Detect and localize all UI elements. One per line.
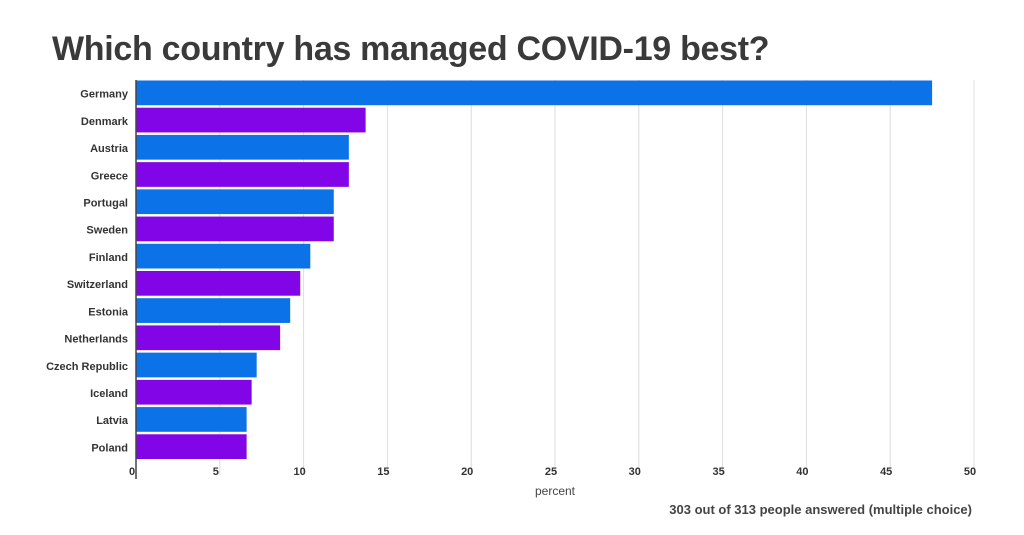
bar-finland — [136, 243, 311, 269]
bar-poland — [136, 434, 247, 459]
x-tick-label: 0 — [129, 466, 135, 478]
category-labels: Germany Denmark Austria Greece Portugal Swede… — [46, 89, 129, 455]
x-tick-label: 20 — [461, 466, 473, 478]
x-axis-title: percent — [535, 484, 576, 498]
gridlines — [219, 80, 975, 475]
bar-portugal — [136, 189, 334, 215]
chart-title: Which country has managed COVID-19 best? — [52, 30, 770, 68]
category-label: Netherlands — [64, 334, 128, 346]
bar-denmark — [136, 107, 366, 133]
x-tick-label: 25 — [545, 466, 557, 478]
bar-czech-republic — [136, 352, 257, 378]
x-tick-label: 30 — [629, 466, 641, 478]
x-tick-label: 10 — [293, 466, 305, 478]
category-label: Poland — [91, 442, 128, 454]
bar-estonia — [136, 298, 291, 323]
bar-latvia — [136, 407, 247, 432]
bar-switzerland — [136, 271, 301, 296]
x-tick-label: 45 — [880, 466, 892, 478]
tick-labels: 0 5 10 15 20 25 30 35 40 45 50 — [129, 466, 976, 478]
category-label: Portugal — [83, 197, 128, 209]
bar-sweden — [136, 216, 334, 242]
response-note: 303 out of 313 people answered (multiple… — [669, 502, 972, 517]
bar-austria — [136, 134, 349, 160]
x-tick-label: 15 — [377, 466, 389, 478]
bars — [136, 80, 933, 459]
bar-germany — [136, 80, 933, 106]
x-tick-label: 40 — [796, 466, 808, 478]
x-tick-label: 50 — [964, 466, 976, 478]
x-tick-label: 5 — [213, 466, 219, 478]
category-label: Finland — [89, 252, 128, 264]
category-label: Czech Republic — [46, 361, 128, 373]
bar-netherlands — [136, 325, 281, 351]
category-label: Austria — [90, 143, 129, 155]
bar-greece — [136, 162, 349, 187]
category-label: Greece — [91, 170, 128, 182]
bar-iceland — [136, 379, 252, 405]
category-label: Iceland — [90, 388, 128, 400]
category-label: Estonia — [88, 306, 129, 318]
x-tick-label: 35 — [712, 466, 724, 478]
category-label: Denmark — [81, 116, 129, 128]
category-label: Switzerland — [67, 279, 128, 291]
category-label: Latvia — [96, 415, 129, 427]
category-label: Sweden — [86, 225, 128, 237]
category-label: Germany — [80, 89, 129, 101]
